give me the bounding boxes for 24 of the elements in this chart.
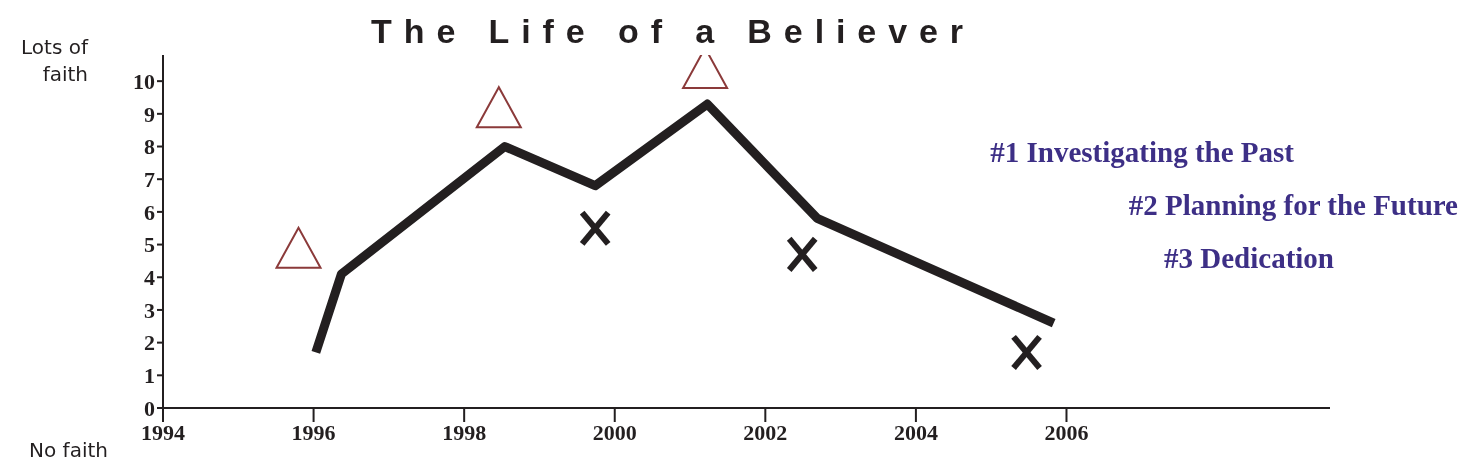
chart-title: The Life of a Believer — [371, 12, 975, 50]
x-tick-label: 1998 — [442, 419, 487, 445]
x-tick-label: 2006 — [1044, 419, 1089, 445]
x-tick-label: 2002 — [743, 419, 788, 445]
y-tick-label: 3 — [144, 297, 155, 323]
annotation: #2 Planning for the Future — [1128, 189, 1458, 222]
annotation: #1 Investigating the Past — [990, 136, 1294, 169]
y-tick-label: 5 — [144, 232, 155, 258]
y-tick-label: 2 — [144, 330, 155, 356]
annotation: #3 Dedication — [1164, 242, 1334, 275]
y-tick-label: 6 — [144, 199, 155, 225]
x-tick-label: 1994 — [141, 419, 185, 445]
text: Lots of faith — [20, 34, 88, 88]
x-tick-label: 2004 — [893, 419, 938, 445]
y-tick-label: 9 — [144, 101, 155, 127]
y-tick-label: 4 — [144, 265, 155, 291]
y-tick-label: 0 — [144, 395, 155, 421]
x-tick-label: 1996 — [291, 419, 336, 445]
y-tick-label: 10 — [133, 68, 155, 94]
x-tick-label: 2000 — [592, 419, 637, 445]
y-tick-label: 1 — [144, 363, 155, 389]
y-tick-label: 8 — [144, 134, 155, 160]
text: No faith — [28, 438, 108, 462]
y-tick-label: 7 — [144, 167, 155, 193]
